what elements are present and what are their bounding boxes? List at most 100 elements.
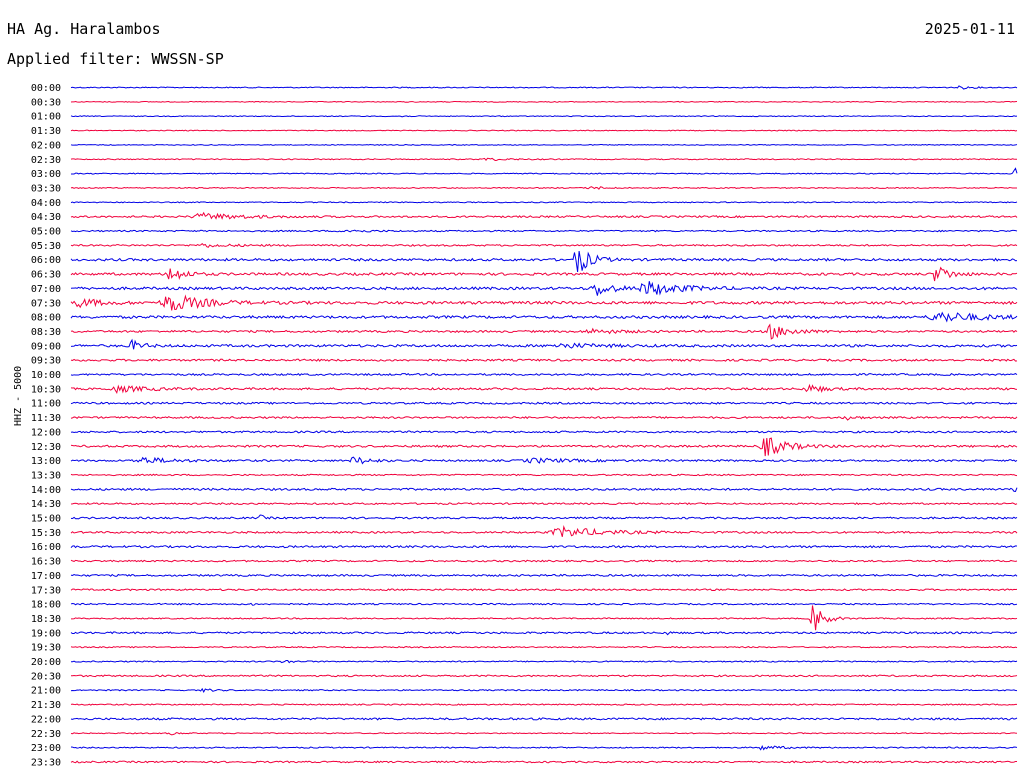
trace-row <box>70 717 1018 721</box>
row-time-label: 21:30 <box>31 700 61 711</box>
row-time-label: 13:30 <box>31 470 61 481</box>
trace-row <box>70 242 1018 248</box>
row-time-label: 00:30 <box>31 97 61 108</box>
trace-row <box>70 281 1018 296</box>
row-time-label: 21:00 <box>31 686 61 697</box>
row-time-label: 08:30 <box>31 327 61 338</box>
trace-row <box>70 401 1018 405</box>
row-time-label: 02:00 <box>31 140 61 151</box>
row-time-label: 07:00 <box>31 284 61 295</box>
row-time-label: 18:00 <box>31 600 61 611</box>
trace-row <box>70 473 1018 477</box>
trace-row <box>70 338 1018 350</box>
row-time-label: 11:00 <box>31 399 61 410</box>
trace-row <box>70 760 1018 764</box>
row-time-label: 04:30 <box>31 212 61 223</box>
row-time-label: 22:00 <box>31 714 61 725</box>
trace-row <box>70 157 1018 161</box>
trace-row <box>70 358 1018 362</box>
row-time-label: 12:30 <box>31 442 61 453</box>
trace-row <box>70 201 1018 204</box>
trace-row <box>70 645 1018 649</box>
row-time-label: 09:30 <box>31 356 61 367</box>
row-time-label: 05:30 <box>31 241 61 252</box>
trace-row <box>70 573 1018 577</box>
row-time-label: 04:00 <box>31 198 61 209</box>
trace-row <box>70 250 1018 272</box>
row-time-label: 01:30 <box>31 126 61 137</box>
row-time-label: 14:30 <box>31 499 61 510</box>
trace-row <box>70 687 1018 693</box>
row-time-label: 19:00 <box>31 628 61 639</box>
trace-row <box>70 456 1018 465</box>
trace-row <box>70 383 1018 395</box>
trace-row <box>70 437 1018 457</box>
row-time-label: 12:00 <box>31 427 61 438</box>
trace-row <box>70 167 1018 175</box>
trace-row <box>70 323 1018 340</box>
row-time-label: 09:00 <box>31 341 61 352</box>
trace-row <box>70 524 1018 537</box>
row-time-label: 19:30 <box>31 643 61 654</box>
trace-row <box>70 602 1018 606</box>
date-label: 2025-01-11 <box>924 20 1015 38</box>
filter-label: Applied filter: WWSSN-SP <box>7 50 224 68</box>
trace-row <box>70 115 1018 118</box>
trace-row <box>70 559 1018 563</box>
row-time-label: 10:00 <box>31 370 61 381</box>
trace-row <box>70 745 1018 751</box>
row-time-label: 01:00 <box>31 112 61 123</box>
row-time-label: 08:00 <box>31 313 61 324</box>
row-time-label: 14:00 <box>31 485 61 496</box>
row-time-label: 15:30 <box>31 528 61 539</box>
trace-row <box>70 229 1018 233</box>
trace-row <box>70 186 1017 190</box>
row-time-label: 06:00 <box>31 255 61 266</box>
row-time-label: 16:30 <box>31 557 61 568</box>
trace-row <box>70 430 1018 434</box>
row-time-label: 10:30 <box>31 384 61 395</box>
trace-row <box>70 514 1018 520</box>
row-time-label: 17:00 <box>31 571 61 582</box>
trace-row <box>70 674 1018 678</box>
row-time-label: 20:00 <box>31 657 61 668</box>
row-time-label: 23:00 <box>31 743 61 754</box>
trace-row <box>70 732 1018 736</box>
row-time-label: 11:30 <box>31 413 61 424</box>
row-time-label: 05:00 <box>31 227 61 238</box>
trace-row <box>70 605 1018 631</box>
trace-row <box>70 129 1018 132</box>
trace-row <box>70 415 1018 421</box>
trace-row <box>70 631 1018 636</box>
trace-row <box>70 588 1018 592</box>
row-time-label: 03:00 <box>31 169 61 180</box>
trace-row <box>70 100 1018 103</box>
row-time-label: 00:00 <box>31 83 61 94</box>
trace-row <box>70 85 1018 90</box>
trace-row <box>70 703 1018 706</box>
row-time-label: 18:30 <box>31 614 61 625</box>
station-title: HA Ag. Haralambos <box>7 20 161 38</box>
trace-row <box>70 502 1018 506</box>
trace-row <box>70 266 1018 282</box>
row-time-label: 22:30 <box>31 729 61 740</box>
row-time-label: 17:30 <box>31 585 61 596</box>
trace-row <box>70 311 1018 323</box>
trace-row <box>71 660 1018 664</box>
row-time-label: 20:30 <box>31 671 61 682</box>
row-time-label: 16:00 <box>31 542 61 553</box>
trace-row <box>70 294 1018 311</box>
row-time-label: 02:30 <box>31 155 61 166</box>
trace-row <box>70 372 1018 377</box>
row-time-label: 23:30 <box>31 757 61 768</box>
trace-row <box>70 544 1018 549</box>
row-time-label: 15:00 <box>31 514 61 525</box>
row-time-label: 07:30 <box>31 298 61 309</box>
row-time-label: 06:30 <box>31 270 61 281</box>
row-time-label: 13:00 <box>31 456 61 467</box>
trace-row <box>70 211 1018 220</box>
row-time-label: 03:30 <box>31 183 61 194</box>
trace-row <box>70 487 1018 492</box>
trace-row <box>70 143 1018 146</box>
